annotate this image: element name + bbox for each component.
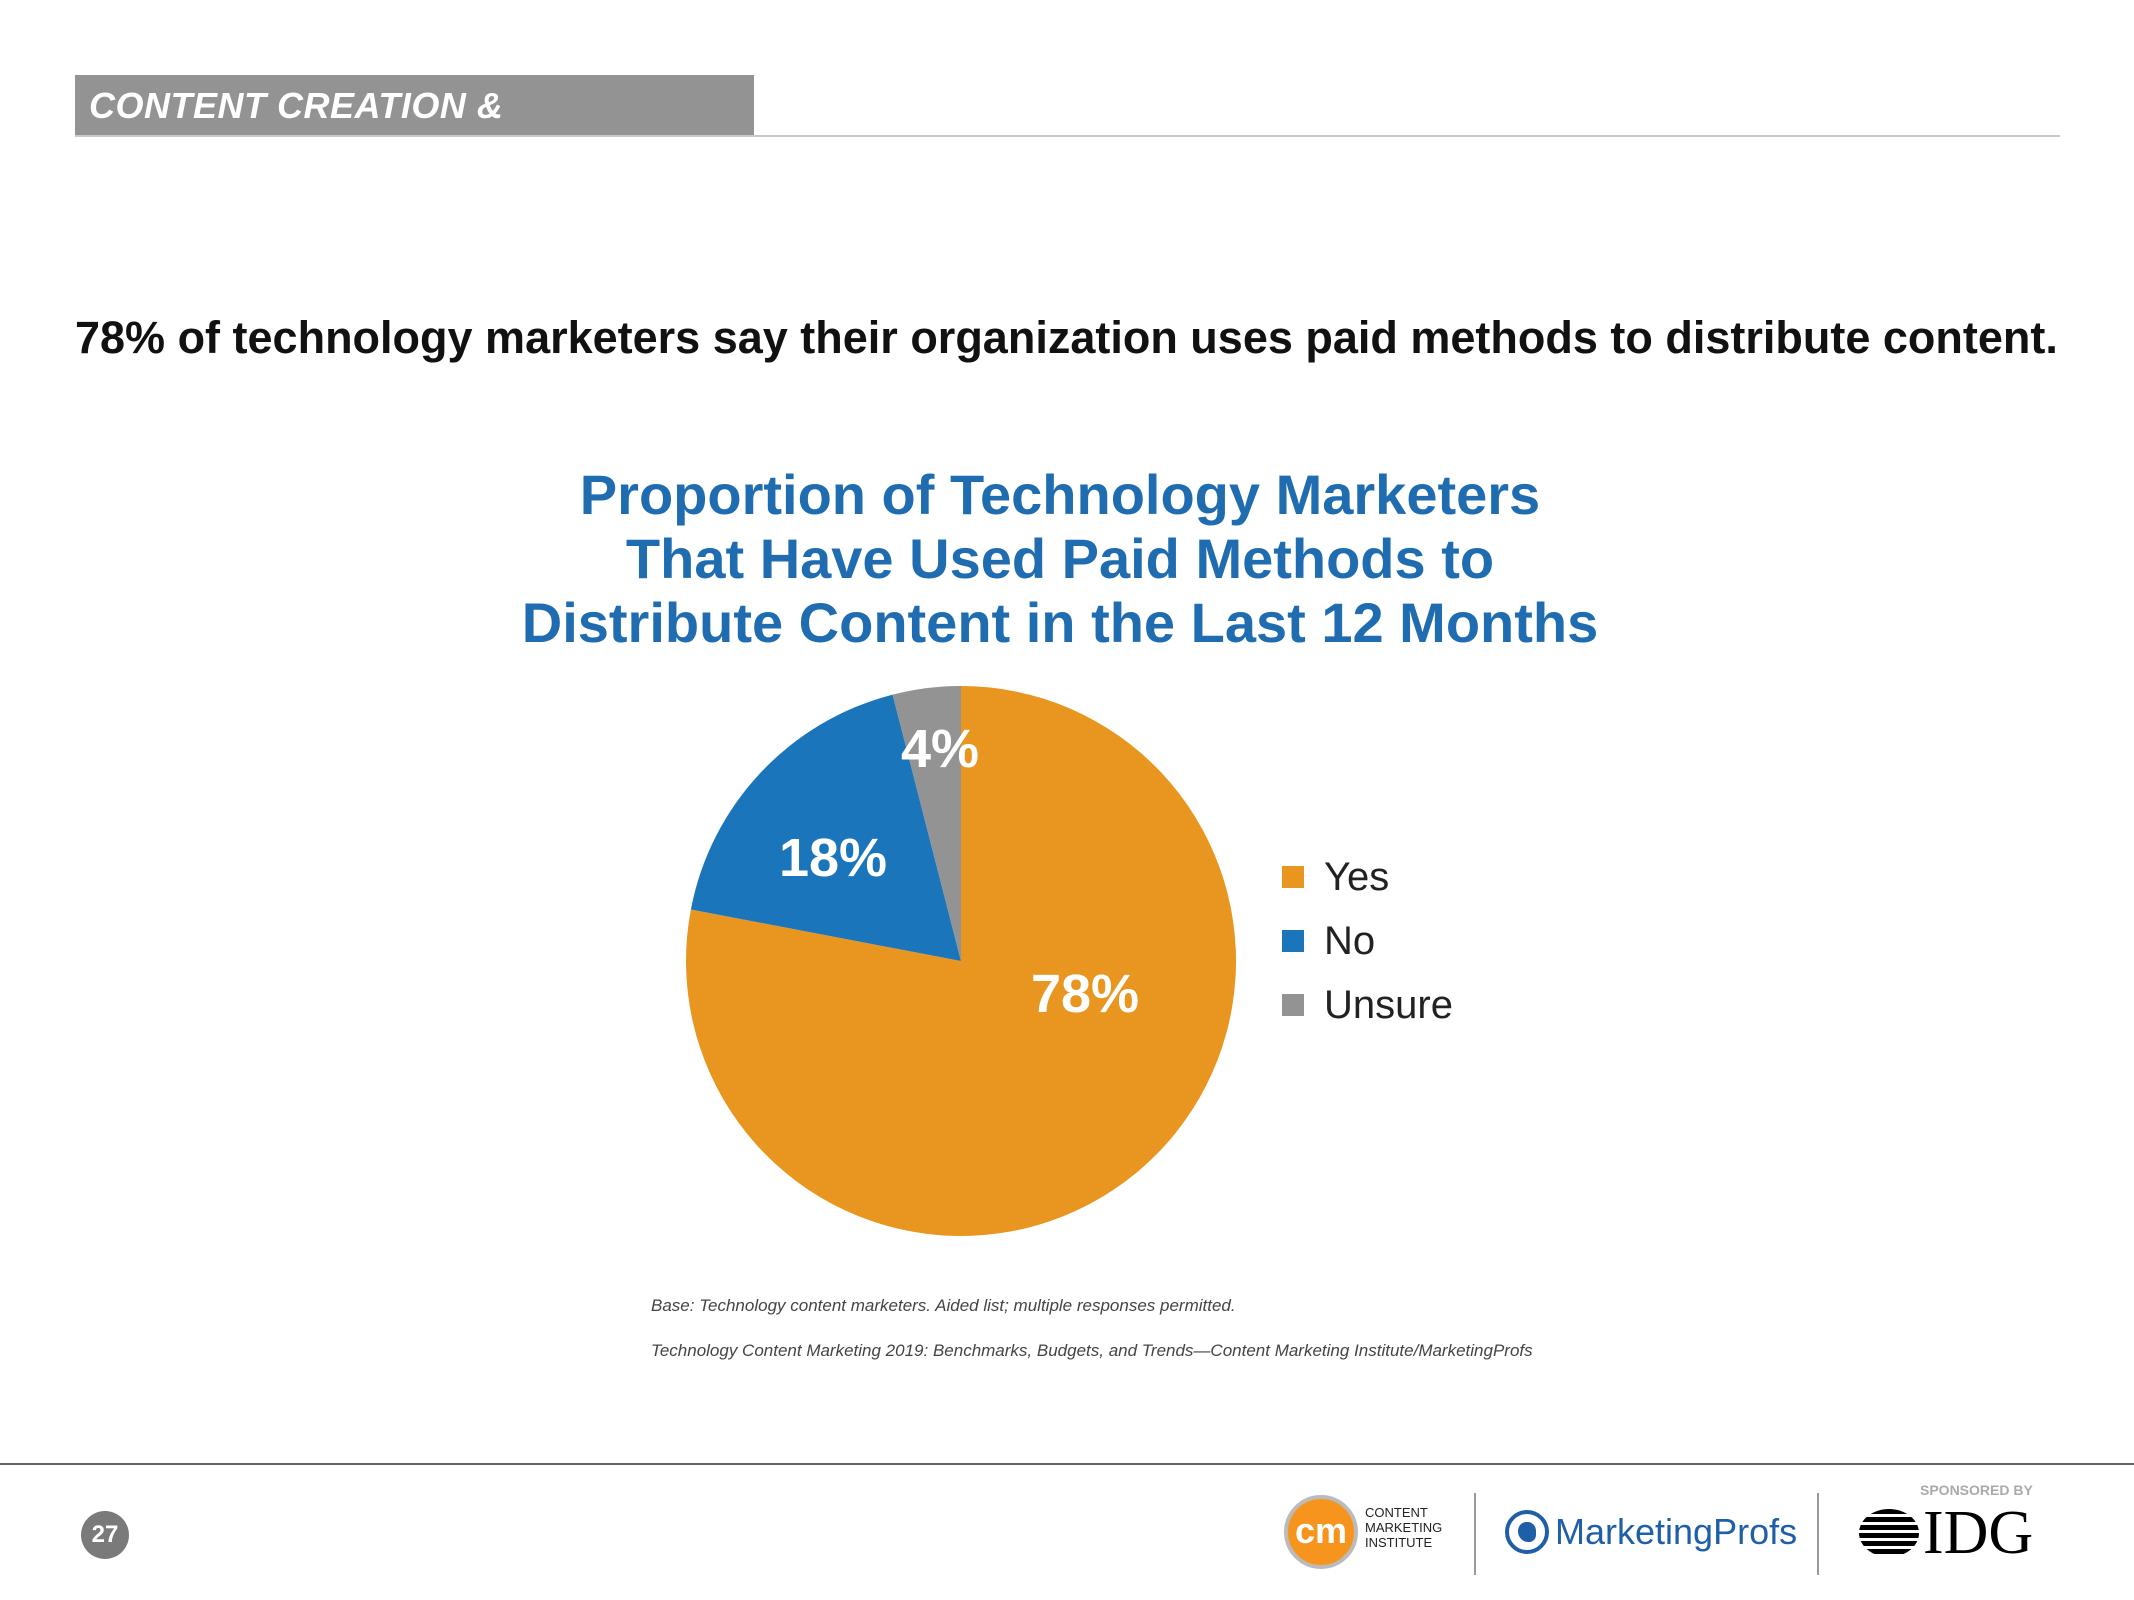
idg-logo: IDG xyxy=(1859,1499,2034,1567)
data-label-yes: 78% xyxy=(1031,964,1139,1024)
base-note: Base: Technology content marketers. Aide… xyxy=(651,1296,1236,1315)
idg-text: IDG xyxy=(1923,1499,2034,1567)
footer-divider xyxy=(0,1463,2134,1465)
data-label-no: 18% xyxy=(779,828,887,888)
page-number: 27 xyxy=(81,1511,129,1559)
legend-swatch xyxy=(1282,994,1304,1016)
legend: Yes No Unsure xyxy=(1282,845,1453,1037)
cmi-logo-text: CONTENT MARKETING INSTITUTE xyxy=(1365,1505,1442,1550)
bird-icon xyxy=(1505,1510,1549,1554)
cmi-text-line: INSTITUTE xyxy=(1365,1535,1433,1550)
legend-item-no: No xyxy=(1282,909,1453,973)
chart-title-line: That Have Used Paid Methods to xyxy=(625,527,1495,590)
cmi-text-line: MARKETING xyxy=(1365,1520,1443,1535)
chart-title-line: Distribute Content in the Last 12 Months xyxy=(521,591,1599,654)
legend-swatch xyxy=(1282,930,1304,952)
logo-divider xyxy=(1474,1493,1476,1575)
legend-item-yes: Yes xyxy=(1282,845,1453,909)
legend-swatch xyxy=(1282,866,1304,888)
legend-item-unsure: Unsure xyxy=(1282,973,1453,1037)
cmi-text-line: CONTENT xyxy=(1365,1505,1428,1520)
pie-slice-yes xyxy=(686,686,1237,1236)
legend-label: Yes xyxy=(1324,854,1390,899)
sponsored-by: SPONSORED BY xyxy=(1920,1482,2033,1498)
logo-divider xyxy=(1817,1493,1819,1575)
pie-slice-no xyxy=(690,694,961,961)
marketingprofs-text: MarketingProfs xyxy=(1555,1511,1798,1552)
legend-label: No xyxy=(1324,918,1376,963)
marketingprofs-logo: MarketingProfs xyxy=(1505,1510,1797,1554)
source-note: Technology Content Marketing 2019: Bench… xyxy=(651,1341,1533,1360)
globe-icon xyxy=(1859,1509,1919,1557)
section-header: CONTENT CREATION & DISTRIBUTION xyxy=(75,75,754,187)
chart-title-line: Proportion of Technology Marketers xyxy=(579,463,1541,526)
pie-slice-unsure xyxy=(892,686,961,961)
chart-title: Proportion of Technology Marketers That … xyxy=(0,463,2120,655)
header-divider xyxy=(75,135,2060,137)
cmi-logo: cm xyxy=(1284,1495,1358,1569)
legend-label: Unsure xyxy=(1324,982,1453,1027)
headline: 78% of technology marketers say their or… xyxy=(75,312,2058,363)
data-label-unsure: 4% xyxy=(901,719,979,779)
